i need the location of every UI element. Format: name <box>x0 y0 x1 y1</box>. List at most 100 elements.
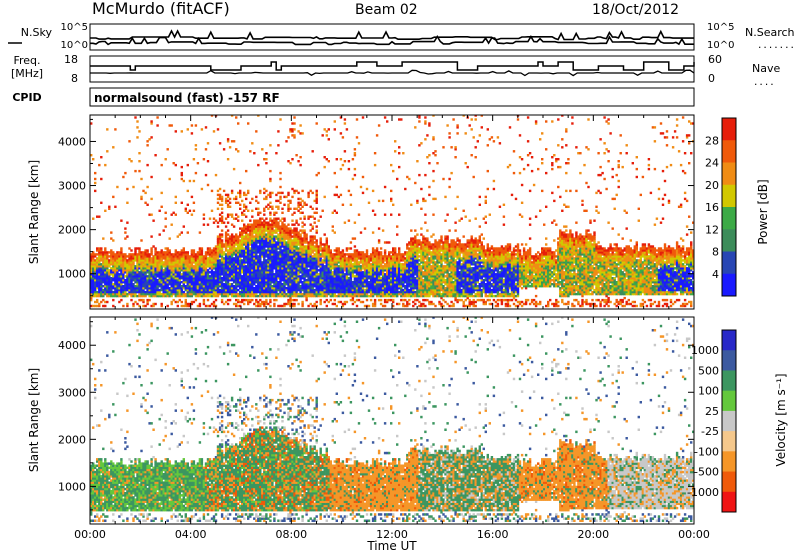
power-cell <box>100 267 103 270</box>
power-cell <box>337 281 340 284</box>
power-cell <box>184 287 187 290</box>
power-cell <box>138 257 141 260</box>
power-cell <box>96 281 99 284</box>
power-cell <box>275 261 278 264</box>
power-cell <box>293 253 296 256</box>
power-cell <box>192 265 196 268</box>
power-cell <box>305 290 308 294</box>
power-cell <box>257 304 260 308</box>
power-cell <box>204 271 208 274</box>
power-cell <box>247 269 250 272</box>
power-cell <box>98 163 101 167</box>
power-cell <box>230 235 234 238</box>
power-cell <box>114 263 117 266</box>
power-cell <box>313 288 316 292</box>
power-cell <box>313 263 316 266</box>
power-cell <box>390 288 393 292</box>
power-cell <box>241 261 244 264</box>
power-cell <box>204 126 208 129</box>
power-cell <box>198 269 202 272</box>
power-cell <box>281 221 284 224</box>
power-cell <box>311 287 314 290</box>
power-cell <box>170 300 173 304</box>
power-cell <box>245 271 248 274</box>
power-cell <box>212 290 216 294</box>
power-cell <box>289 294 292 298</box>
power-cell <box>216 259 220 262</box>
power-cell <box>206 283 210 286</box>
power-cell <box>186 302 189 306</box>
power-cell <box>367 275 371 278</box>
power-cell <box>353 271 357 274</box>
power-cell <box>279 229 282 232</box>
power-cell <box>255 195 258 199</box>
power-cell <box>394 267 397 270</box>
power-cell <box>289 227 292 230</box>
power-cell <box>291 158 294 161</box>
power-cell <box>400 259 403 262</box>
power-cell <box>361 267 365 270</box>
power-cell <box>275 231 278 234</box>
power-cell <box>239 231 242 234</box>
power-cell <box>381 292 385 296</box>
power-cell <box>396 233 399 236</box>
power-cell <box>257 279 260 282</box>
power-cell <box>232 288 236 292</box>
power-cell <box>261 247 264 250</box>
power-cell <box>180 253 183 256</box>
power-cell <box>275 199 278 203</box>
power-cell <box>289 298 292 302</box>
power-cell <box>257 211 260 214</box>
power-cell <box>150 271 153 274</box>
power-cell <box>152 292 155 296</box>
power-cell <box>144 257 147 260</box>
power-cell <box>408 255 411 258</box>
power-cell <box>255 225 258 228</box>
power-cell <box>297 201 300 204</box>
power-cell <box>112 265 115 268</box>
power-cell <box>138 279 141 282</box>
power-cell <box>132 287 135 290</box>
power-cell <box>245 251 248 254</box>
power-cell <box>383 269 387 272</box>
power-cell <box>297 241 300 244</box>
power-cell <box>394 253 397 256</box>
power-cell <box>398 213 401 216</box>
power-cell <box>301 225 304 228</box>
power-cell <box>245 235 248 238</box>
power-cell <box>275 219 278 222</box>
power-cell <box>257 271 260 274</box>
power-cell <box>323 277 326 280</box>
power-cell <box>226 285 230 288</box>
power-cell <box>283 237 286 240</box>
power-cell <box>249 287 252 290</box>
power-cell <box>275 251 278 254</box>
power-cell <box>295 251 298 254</box>
power-cell <box>269 219 272 222</box>
power-cell <box>345 257 349 260</box>
power-cell <box>299 269 302 272</box>
power-cell <box>331 265 334 268</box>
power-cell <box>319 290 322 294</box>
power-cell <box>132 267 135 270</box>
power-cell <box>303 233 306 236</box>
power-cell <box>116 261 119 264</box>
power-cell <box>408 273 411 276</box>
power-cell <box>235 255 238 258</box>
power-cell <box>188 275 192 278</box>
power-cell <box>228 271 232 274</box>
power-cell <box>337 267 340 270</box>
power-cell <box>152 255 155 258</box>
power-cell <box>222 257 226 260</box>
power-cell <box>373 275 377 278</box>
power-cell <box>365 265 369 268</box>
power-cell <box>226 302 230 306</box>
power-cell <box>373 259 377 262</box>
power-cell <box>206 253 210 256</box>
power-cell <box>90 257 93 260</box>
power-cell <box>253 219 256 222</box>
power-cell <box>210 209 214 212</box>
power-cell <box>218 281 222 284</box>
power-cell <box>108 292 111 296</box>
power-cell <box>275 247 278 250</box>
